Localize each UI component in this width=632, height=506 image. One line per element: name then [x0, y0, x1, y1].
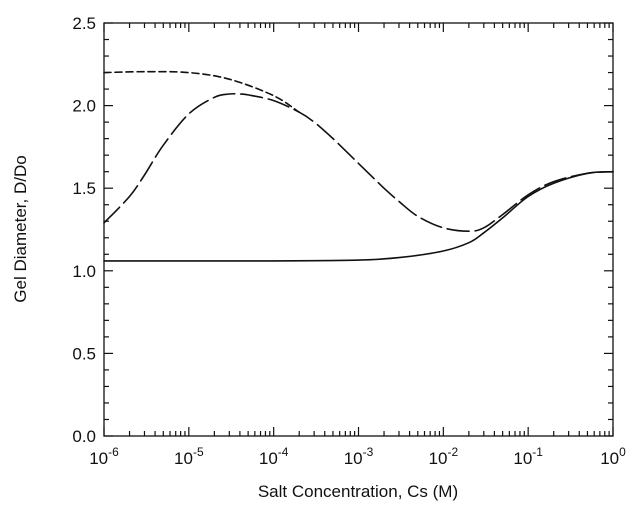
y-tick-label: 1.5 [72, 179, 96, 198]
series-line-short-dash [103, 70, 300, 113]
y-tick-label: 0.5 [72, 344, 96, 363]
x-tick-label: 10-6 [89, 445, 119, 468]
x-tick-label: 10-1 [513, 445, 543, 468]
series-line-solid [103, 170, 614, 262]
y-axis-title: Gel Diameter, D/Do [11, 155, 30, 302]
ticks [103, 22, 614, 437]
x-tick-label: 10-5 [174, 445, 204, 468]
x-tick-label: 100 [600, 445, 626, 468]
curves [103, 70, 614, 262]
y-tick-label: 1.0 [72, 262, 96, 281]
x-tick-label: 10-4 [259, 445, 289, 468]
x-tick-label: 10-3 [344, 445, 374, 468]
y-tick-label: 2.0 [72, 97, 96, 116]
y-tick-label: 2.5 [72, 14, 96, 33]
x-axis-title: Salt Concentration, Cs (M) [258, 482, 458, 501]
x-tick-label: 10-2 [429, 445, 459, 468]
plot-frame [103, 22, 614, 437]
series-line-long-dash [103, 92, 614, 232]
tick-labels: 0.0 0.5 1.0 1.5 2.0 2.5 10-6 10-5 10-4 10-3 10-2 10… [72, 14, 626, 468]
y-tick-label: 0.0 [72, 427, 96, 446]
